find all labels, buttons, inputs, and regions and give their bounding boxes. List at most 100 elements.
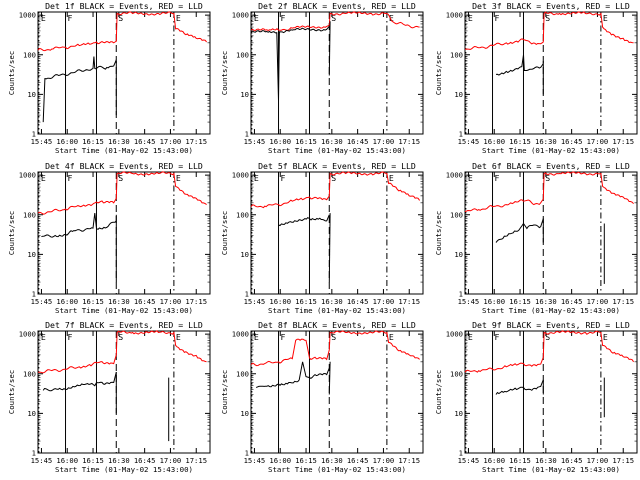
event-marker-label: F <box>495 173 500 183</box>
x-tick-label: 16:00 <box>269 456 291 465</box>
event-marker-label: F <box>68 13 73 23</box>
y-tick-label: 100 <box>23 369 36 378</box>
y-tick-label: 1 <box>245 130 249 139</box>
x-axis-label: Start Time (01-May-02 15:43:00) <box>268 146 406 155</box>
x-tick-label: 17:00 <box>373 137 395 146</box>
x-tick-label: 16:00 <box>483 297 505 306</box>
x-tick-label: 16:30 <box>535 297 557 306</box>
series-events-line <box>278 214 330 227</box>
series-lld-line <box>37 171 207 215</box>
series-lld-line <box>37 330 207 374</box>
x-tick-label: 16:45 <box>347 456 369 465</box>
event-marker-label: E <box>176 13 181 23</box>
plot-frame <box>37 171 211 295</box>
x-tick-label: 16:15 <box>82 456 104 465</box>
series-events-line <box>328 361 331 395</box>
x-tick-label: 16:00 <box>56 137 78 146</box>
x-tick-label: 16:30 <box>108 297 130 306</box>
y-tick-label: 10 <box>27 409 36 418</box>
y-axis-label: Counts/sec <box>220 51 229 96</box>
event-marker-label: E <box>176 173 181 183</box>
panel-det-6: Det 6f BLACK = Events, RED = LLD 1 10 100 10… <box>434 161 638 315</box>
x-tick-label: 16:15 <box>82 297 104 306</box>
x-tick-label: 17:00 <box>160 297 182 306</box>
y-tick-label: 1 <box>245 290 249 299</box>
y-axis-label: Counts/sec <box>7 370 16 415</box>
y-axis-label: Counts/sec <box>7 211 16 256</box>
x-tick-label: 15:45 <box>458 297 480 306</box>
y-tick-label: 1 <box>32 449 36 458</box>
event-marker-label: F <box>281 173 286 183</box>
panel-title: Det 3f BLACK = Events, RED = LLD <box>472 1 630 11</box>
panel-det-2: Det 2f BLACK = Events, RED = LLD 1 10 100 10… <box>220 1 424 155</box>
y-axis-label: Counts/sec <box>7 51 16 96</box>
x-tick-label: 17:00 <box>587 137 609 146</box>
y-tick-label: 100 <box>450 369 463 378</box>
x-tick-label: 16:00 <box>56 456 78 465</box>
y-axis-label: Counts/sec <box>434 211 443 256</box>
y-tick-label: 10 <box>240 250 249 259</box>
x-tick-label: 16:00 <box>269 137 291 146</box>
y-axis-label: Counts/sec <box>220 370 229 415</box>
y-tick-label: 1000 <box>232 330 249 339</box>
panel-title: Det 7f BLACK = Events, RED = LLD <box>45 320 203 330</box>
event-marker-label: E <box>603 13 608 23</box>
event-marker-label: S <box>545 332 550 342</box>
x-tick-label: 17:15 <box>398 297 420 306</box>
event-marker-label: E <box>468 13 473 23</box>
x-tick-label: 16:45 <box>134 297 156 306</box>
y-tick-label: 100 <box>23 210 36 219</box>
x-tick-label: 16:15 <box>509 137 531 146</box>
y-axis-label: Counts/sec <box>434 51 443 96</box>
x-tick-label: 17:15 <box>612 137 634 146</box>
panel-title: Det 8f BLACK = Events, RED = LLD <box>258 320 416 330</box>
plot-frame <box>464 171 638 295</box>
y-axis-label: Counts/sec <box>434 370 443 415</box>
x-tick-label: 17:15 <box>612 297 634 306</box>
panel-title: Det 4f BLACK = Events, RED = LLD <box>45 161 203 171</box>
series-events-line <box>42 56 117 123</box>
x-tick-label: 16:30 <box>321 456 343 465</box>
event-marker-label: F <box>281 13 286 23</box>
panel-det-1: Det 1f BLACK = Events, RED = LLD 1 10 100 10… <box>7 1 211 155</box>
event-marker-label: E <box>176 332 181 342</box>
x-tick-label: 15:45 <box>458 137 480 146</box>
x-axis-label: Start Time (01-May-02 15:43:00) <box>482 465 620 474</box>
x-tick-label: 16:45 <box>347 297 369 306</box>
event-marker-label: E <box>41 332 46 342</box>
y-tick-label: 10 <box>454 90 463 99</box>
event-marker-label: S <box>545 173 550 183</box>
x-tick-label: 16:45 <box>561 297 583 306</box>
y-tick-label: 1000 <box>446 171 463 180</box>
series-events-line <box>495 54 544 76</box>
x-tick-label: 17:00 <box>373 456 395 465</box>
y-tick-label: 1 <box>459 130 463 139</box>
x-tick-label: 17:00 <box>160 456 182 465</box>
series-events-line <box>495 379 544 395</box>
x-tick-label: 16:45 <box>347 137 369 146</box>
y-tick-label: 10 <box>454 409 463 418</box>
x-tick-label: 17:15 <box>185 297 207 306</box>
event-marker-label: S <box>545 13 550 23</box>
y-tick-label: 1000 <box>232 171 249 180</box>
x-tick-label: 16:45 <box>561 137 583 146</box>
x-axis-label: Start Time (01-May-02 15:43:00) <box>482 146 620 155</box>
x-axis-label: Start Time (01-May-02 15:43:00) <box>55 465 193 474</box>
event-marker-label: E <box>389 332 394 342</box>
event-marker-label: E <box>41 13 46 23</box>
x-tick-label: 16:30 <box>321 297 343 306</box>
y-tick-label: 1 <box>459 449 463 458</box>
y-tick-label: 100 <box>450 210 463 219</box>
plot-frame <box>250 171 424 295</box>
series-lld-line <box>464 11 634 50</box>
series-events-line <box>41 213 117 238</box>
series-events-line <box>255 361 330 388</box>
series-events-line <box>328 213 331 283</box>
y-tick-label: 10 <box>454 250 463 259</box>
x-tick-label: 17:15 <box>612 456 634 465</box>
panel-title: Det 5f BLACK = Events, RED = LLD <box>258 161 416 171</box>
panel-title: Det 9f BLACK = Events, RED = LLD <box>472 320 630 330</box>
panel-title: Det 6f BLACK = Events, RED = LLD <box>472 161 630 171</box>
y-axis-label: Counts/sec <box>220 211 229 256</box>
